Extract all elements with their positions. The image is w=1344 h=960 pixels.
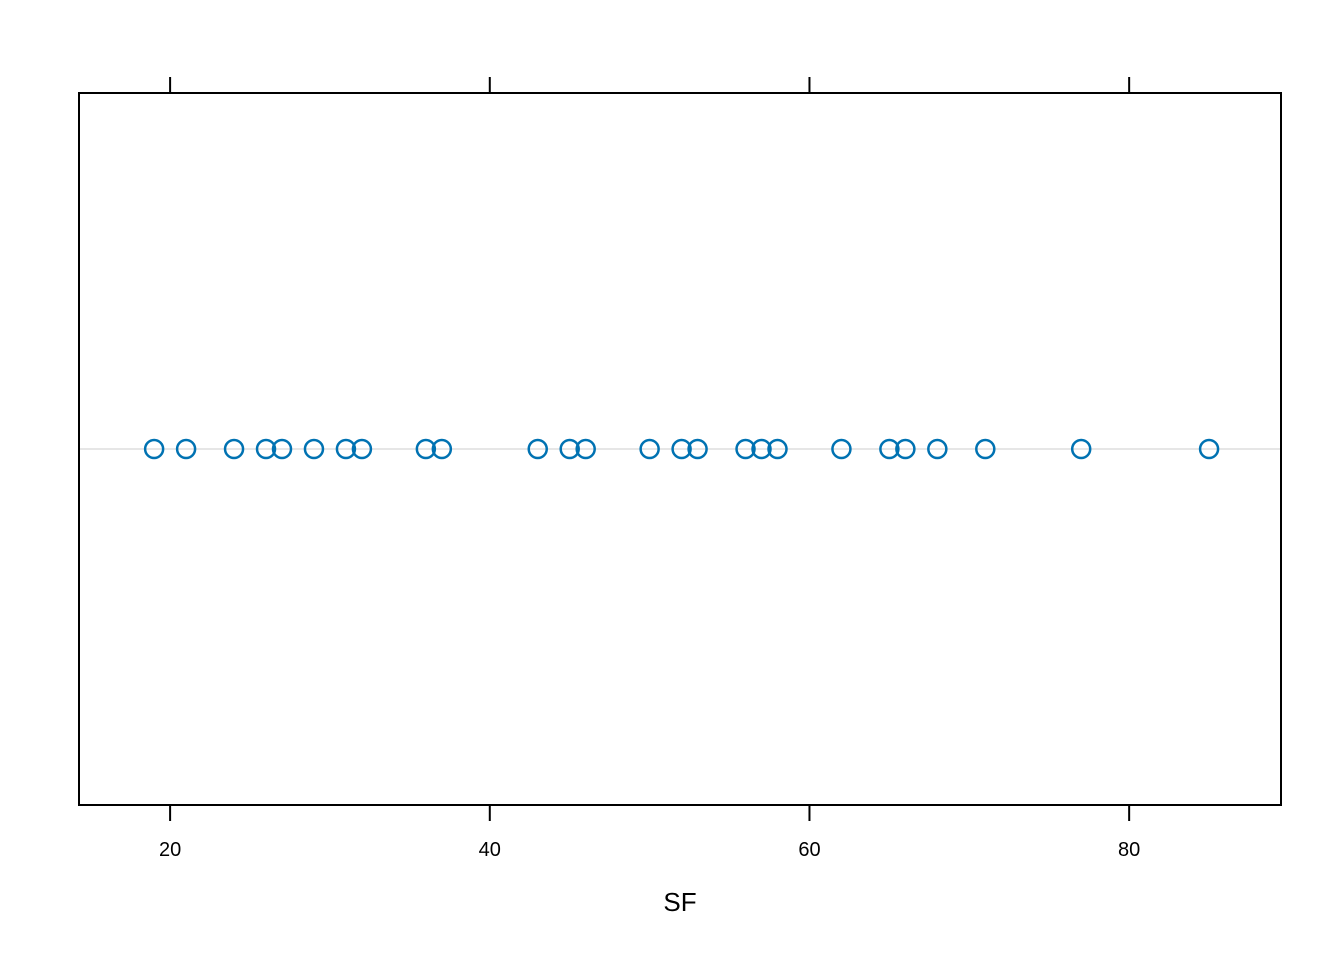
data-point — [895, 438, 916, 460]
data-point — [687, 438, 708, 460]
bottom-axis: 20 40 60 80 — [159, 805, 1140, 861]
data-point — [1198, 438, 1220, 460]
x-tick-label: 80 — [1118, 839, 1140, 861]
top-axis-ticks — [169, 77, 1131, 93]
data-point — [927, 438, 948, 460]
x-axis-title: SF — [663, 887, 696, 917]
data-point — [223, 438, 245, 460]
data-point — [175, 438, 197, 460]
data-point — [575, 438, 596, 460]
x-tick-label: 60 — [798, 839, 820, 861]
data-point — [559, 438, 580, 460]
data-point — [767, 438, 788, 460]
x-tick-label: 40 — [479, 839, 501, 861]
data-point — [879, 438, 900, 460]
data-point — [975, 438, 996, 460]
data-point — [255, 438, 277, 460]
data-point — [351, 438, 373, 460]
data-point — [639, 438, 660, 460]
x-tick-label: 20 — [159, 839, 181, 861]
data-point — [831, 438, 852, 460]
data-point — [527, 438, 548, 460]
plot-frame — [78, 92, 1282, 806]
data-points — [143, 438, 1220, 460]
data-point — [335, 438, 357, 460]
data-point — [431, 438, 453, 460]
data-point — [415, 438, 437, 460]
data-point — [751, 438, 772, 460]
data-point — [143, 438, 165, 460]
data-point — [1070, 438, 1092, 460]
data-point — [303, 438, 325, 460]
data-point — [271, 438, 293, 460]
data-point — [735, 438, 756, 460]
data-point — [671, 438, 692, 460]
